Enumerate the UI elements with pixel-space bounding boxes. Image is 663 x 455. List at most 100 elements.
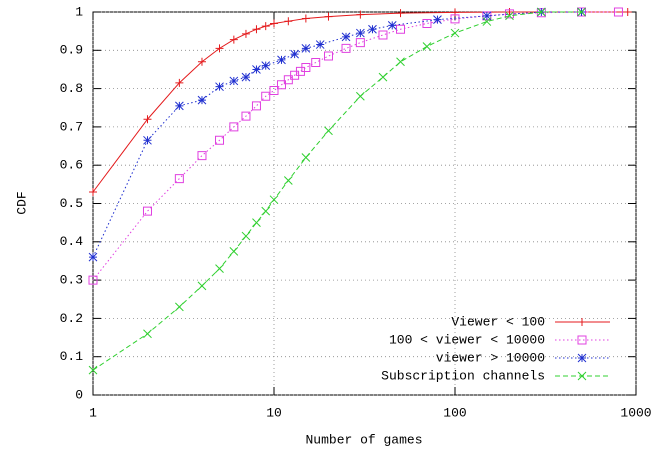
- data-point: [356, 28, 365, 38]
- plot-frame: [92, 11, 637, 396]
- data-point: [341, 43, 351, 53]
- data-point: [368, 24, 377, 34]
- data-point: [261, 61, 271, 70]
- legend-marker: [578, 318, 586, 326]
- data-point: [143, 329, 152, 339]
- data-point: [482, 17, 492, 26]
- legend-label: 100 < viewer < 10000: [389, 332, 545, 347]
- y-tick-label: 0.4: [60, 234, 84, 249]
- x-tick-label: 1: [89, 405, 97, 420]
- legend-label: Viewer < 100: [451, 314, 545, 329]
- data-point: [229, 122, 239, 132]
- y-tick-label: 0: [75, 387, 83, 402]
- data-point: [422, 18, 432, 28]
- data-point: [422, 42, 432, 51]
- data-point: [270, 19, 278, 28]
- data-point: [387, 21, 397, 30]
- data-point: [450, 14, 460, 24]
- y-tick-label: 0.1: [60, 349, 84, 364]
- data-point: [175, 78, 184, 87]
- data-point: [143, 135, 152, 145]
- series-line: [92, 11, 582, 371]
- data-point: [623, 8, 632, 16]
- y-axis-label: CDF: [14, 191, 29, 214]
- data-point: [142, 206, 152, 216]
- data-point: [229, 76, 239, 86]
- legend-marker: [577, 335, 587, 345]
- y-tick-label: 0.9: [60, 43, 83, 58]
- data-point: [537, 7, 546, 17]
- data-point: [174, 174, 184, 184]
- data-point: [577, 7, 587, 17]
- legend-label: Subscription channels: [381, 368, 545, 383]
- data-point: [143, 115, 152, 124]
- legend-label: viewer > 10000: [436, 350, 545, 365]
- data-point: [290, 49, 299, 59]
- data-point: [283, 176, 293, 185]
- data-point: [378, 72, 388, 82]
- data-point: [482, 11, 492, 21]
- series-line: [92, 11, 582, 258]
- data-point: [301, 153, 311, 162]
- data-point: [269, 195, 279, 205]
- data-point: [197, 151, 207, 161]
- data-point: [284, 17, 293, 26]
- data-point: [241, 29, 250, 38]
- y-tick-label: 0.5: [60, 196, 83, 211]
- x-tick-label: 100: [443, 405, 466, 420]
- data-point: [613, 7, 623, 17]
- legend-marker: [577, 371, 587, 381]
- data-point: [323, 51, 333, 61]
- data-point: [505, 11, 514, 21]
- data-point: [215, 82, 224, 92]
- data-point: [229, 35, 238, 44]
- data-point: [197, 95, 207, 105]
- data-point: [88, 365, 98, 375]
- data-point: [241, 111, 251, 121]
- data-point: [378, 30, 388, 40]
- data-point: [396, 9, 405, 18]
- data-point: [89, 188, 97, 197]
- data-point: [433, 15, 442, 25]
- data-point: [197, 57, 206, 66]
- y-tick-label: 0.8: [60, 81, 83, 96]
- data-point: [301, 63, 311, 73]
- data-point: [324, 126, 333, 136]
- data-point: [396, 24, 406, 34]
- data-point: [229, 247, 239, 256]
- data-point: [505, 8, 514, 16]
- data-point: [197, 281, 207, 291]
- data-point: [241, 231, 251, 241]
- data-point: [261, 22, 270, 31]
- x-axis-label: Number of games: [305, 432, 422, 447]
- y-tick-label: 1: [75, 4, 83, 19]
- y-tick-label: 0.2: [60, 311, 83, 326]
- data-point: [241, 72, 251, 82]
- data-point: [215, 264, 224, 273]
- y-tick-label: 0.7: [60, 119, 83, 134]
- data-point: [175, 302, 184, 312]
- legend-marker: [577, 353, 587, 363]
- data-point: [324, 12, 333, 21]
- data-point: [356, 10, 365, 19]
- data-point: [175, 101, 184, 111]
- data-point: [341, 32, 351, 42]
- data-point: [356, 91, 365, 101]
- data-point: [261, 91, 271, 101]
- data-point: [301, 44, 311, 53]
- data-point: [215, 135, 225, 145]
- data-point: [252, 218, 261, 228]
- data-point: [252, 65, 261, 74]
- y-tick-label: 0.3: [60, 273, 83, 288]
- data-point: [315, 40, 325, 49]
- data-point: [269, 86, 279, 96]
- data-point: [396, 57, 405, 67]
- x-tick-label: 1000: [620, 405, 651, 420]
- data-point: [482, 11, 492, 21]
- data-point: [215, 44, 224, 53]
- data-point: [355, 38, 365, 48]
- data-point: [251, 101, 261, 111]
- data-point: [277, 55, 286, 65]
- data-point: [261, 206, 271, 216]
